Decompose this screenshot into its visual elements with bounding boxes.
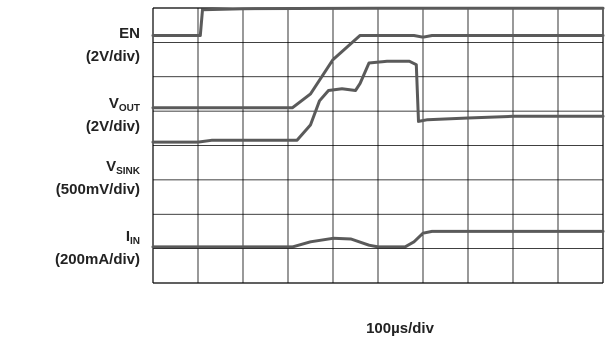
traces xyxy=(151,6,605,249)
channel-label-vsink: VSINK (500mV/div) xyxy=(0,158,140,199)
channel-name-sub: IN xyxy=(130,236,140,247)
channel-name: EN xyxy=(119,25,140,42)
channel-name-sub: OUT xyxy=(118,103,140,114)
channel-name-sub: SINK xyxy=(116,166,140,177)
trace-i-in xyxy=(151,229,605,249)
x-axis-label: 100µs/div xyxy=(366,320,434,337)
channel-name: I xyxy=(125,228,130,245)
trace-v-out xyxy=(151,34,605,110)
channel-name: V xyxy=(108,95,119,112)
channel-label-en: EN (2V/div) xyxy=(0,25,140,66)
channel-scale: (2V/div) xyxy=(85,48,140,65)
channel-name: V xyxy=(106,158,117,175)
grid xyxy=(152,7,604,284)
channel-label-iin: IIN (200mA/div) xyxy=(0,228,140,269)
trace-en xyxy=(151,6,605,37)
channel-scale: (500mV/div) xyxy=(55,181,140,198)
trace-v-sink xyxy=(151,59,605,144)
channel-scale: (200mA/div) xyxy=(54,251,140,268)
channel-label-vout: VOUT (2V/div) xyxy=(0,95,140,136)
channel-scale: (2V/div) xyxy=(85,118,140,135)
